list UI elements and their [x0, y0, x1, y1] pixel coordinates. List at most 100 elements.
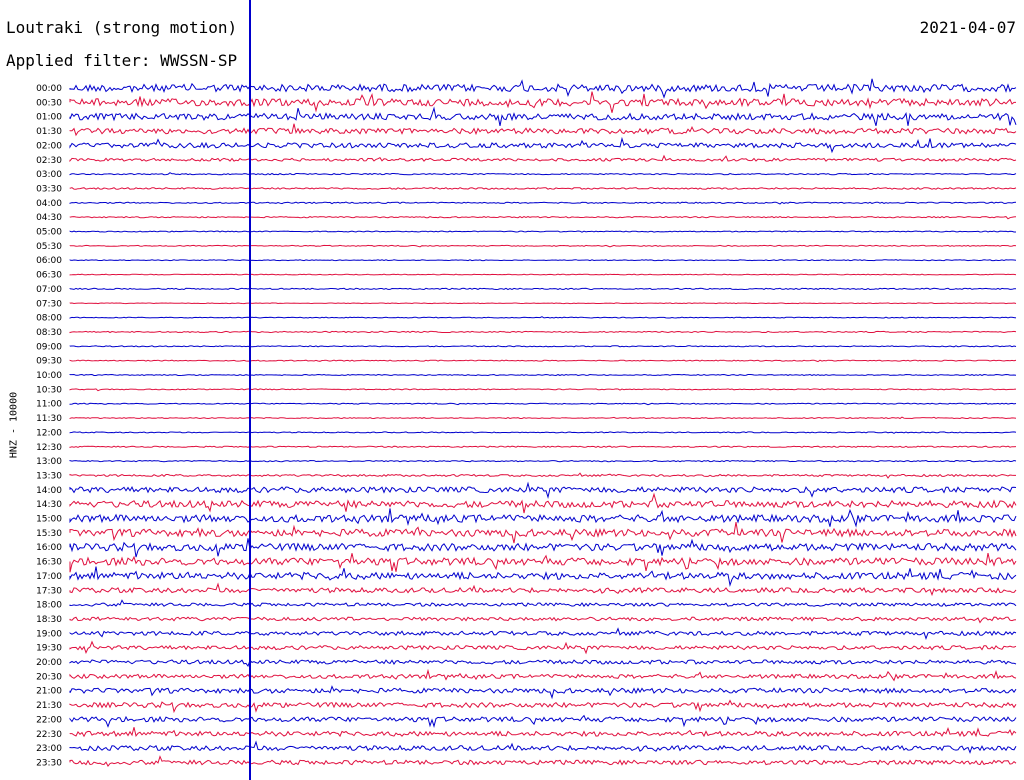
row-time-label: 00:00: [36, 84, 62, 94]
row-time-label: 22:30: [36, 730, 62, 740]
row-time-label: 08:00: [36, 314, 62, 324]
trace-line: [69, 727, 1017, 738]
row-time-label: 16:00: [36, 543, 62, 553]
row-time-label: 06:30: [36, 271, 62, 281]
trace-line: [69, 106, 1017, 126]
trace-line: [69, 302, 1017, 305]
trace-line: [69, 538, 1017, 558]
trace-line: [69, 582, 1017, 597]
trace-line: [69, 627, 1017, 641]
row-time-label: 13:30: [36, 471, 62, 481]
row-time-label: 15:00: [36, 515, 62, 525]
trace-line: [69, 492, 1017, 514]
row-time-label: 07:30: [36, 299, 62, 309]
trace-line: [69, 359, 1017, 363]
row-time-label: 10:00: [36, 371, 62, 381]
row-time-label: 04:30: [36, 213, 62, 223]
row-time-label: 11:30: [36, 414, 62, 424]
trace-line: [69, 402, 1017, 406]
trace-line: [69, 388, 1017, 392]
trace-line: [69, 740, 1017, 754]
row-time-label: 08:30: [36, 328, 62, 338]
trace-line: [69, 136, 1017, 154]
trace-line: [69, 373, 1017, 377]
trace-line: [69, 330, 1017, 334]
row-time-label: 23:00: [36, 744, 62, 754]
row-time-label: 17:00: [36, 572, 62, 582]
row-time-label: 14:00: [36, 486, 62, 496]
trace-line: [69, 522, 1017, 544]
trace-line: [69, 508, 1017, 528]
row-time-label: 18:00: [36, 601, 62, 611]
row-time-label: 11:00: [36, 400, 62, 410]
trace-line: [69, 755, 1017, 768]
trace-line: [69, 244, 1017, 248]
row-time-label: 10:30: [36, 385, 62, 395]
trace-line: [69, 552, 1017, 573]
row-time-label: 01:00: [36, 113, 62, 123]
trace-line: [69, 699, 1017, 714]
trace-line: [69, 640, 1017, 655]
trace-line: [69, 91, 1016, 113]
trace-line: [69, 201, 1017, 205]
row-time-label: 07:00: [36, 285, 62, 295]
row-time-label: 12:00: [36, 428, 62, 438]
row-time-label: 01:30: [36, 127, 62, 137]
row-time-label: 21:30: [36, 701, 62, 711]
trace-line: [69, 154, 1017, 163]
trace-line: [69, 123, 1017, 137]
trace-line: [69, 472, 1016, 479]
row-time-label: 05:00: [36, 228, 62, 238]
row-time-label: 16:30: [36, 558, 62, 568]
row-time-label: 02:30: [36, 156, 62, 166]
trace-line: [69, 599, 1017, 608]
row-time-label: 03:00: [36, 170, 62, 180]
row-time-label: 14:30: [36, 500, 62, 510]
trace-line: [69, 259, 1017, 262]
row-time-label: 09:00: [36, 342, 62, 352]
row-time-label: 05:30: [36, 242, 62, 252]
trace-line: [69, 714, 1017, 728]
row-time-label: 03:30: [36, 184, 62, 194]
trace-line: [69, 445, 1017, 448]
trace-line: [69, 316, 1017, 319]
row-time-label: 23:30: [36, 758, 62, 768]
row-time-label: 15:30: [36, 529, 62, 539]
trace-line: [69, 230, 1016, 233]
row-time-label: 19:30: [36, 644, 62, 654]
row-time-label: 18:30: [36, 615, 62, 625]
row-time-label: 06:00: [36, 256, 62, 266]
trace-line: [69, 481, 1017, 500]
trace-line: [69, 668, 1017, 682]
row-time-label: 17:30: [36, 586, 62, 596]
trace-line: [69, 685, 1017, 700]
row-time-label: 20:30: [36, 672, 62, 682]
trace-line: [69, 172, 1017, 176]
row-time-label: 04:00: [36, 199, 62, 209]
row-time-label: 13:00: [36, 457, 62, 467]
row-time-label: 20:00: [36, 658, 62, 668]
trace-line: [69, 187, 1017, 190]
trace-line: [69, 216, 1017, 220]
row-time-label: 19:00: [36, 629, 62, 639]
trace-line: [69, 431, 1017, 434]
trace-line: [69, 345, 1017, 348]
trace-line: [69, 459, 1017, 463]
station-title: Loutraki (strong motion): [6, 18, 238, 37]
trace-line: [69, 416, 1017, 420]
filter-label: Applied filter: WWSSN-SP: [6, 51, 238, 70]
trace-line: [69, 287, 1016, 291]
trace-line: [69, 566, 1017, 588]
row-time-label: 00:30: [36, 98, 62, 108]
trace-line: [69, 659, 1017, 668]
row-time-label: 02:00: [36, 141, 62, 151]
row-time-label: 12:30: [36, 443, 62, 453]
row-time-label: 22:00: [36, 715, 62, 725]
row-time-label: 21:00: [36, 687, 62, 697]
trace-line: [69, 616, 1017, 624]
row-time-label: 09:30: [36, 357, 62, 367]
trace-line: [69, 78, 1017, 99]
date-label: 2021-04-07: [919, 18, 1016, 37]
trace-line: [69, 273, 1017, 276]
